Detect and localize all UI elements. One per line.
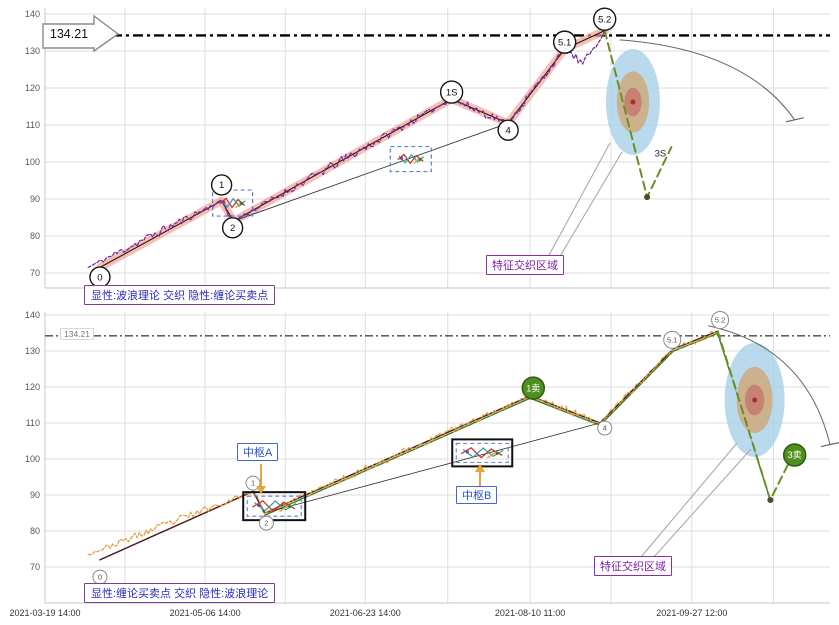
svg-text:2021-03-19 14:00: 2021-03-19 14:00: [9, 608, 80, 618]
svg-text:100: 100: [25, 454, 40, 464]
svg-text:3S: 3S: [655, 148, 667, 159]
svg-text:100: 100: [25, 157, 40, 167]
svg-text:5.2: 5.2: [715, 316, 725, 325]
svg-text:140: 140: [25, 9, 40, 19]
svg-text:2: 2: [264, 519, 268, 528]
svg-text:2021-06-23 14:00: 2021-06-23 14:00: [330, 608, 401, 618]
svg-text:90: 90: [30, 194, 40, 204]
svg-text:130: 130: [25, 46, 40, 56]
svg-text:70: 70: [30, 268, 40, 278]
svg-text:2021-05-06 14:00: 2021-05-06 14:00: [170, 608, 241, 618]
pivot-a-label[interactable]: 中枢A: [237, 443, 279, 461]
svg-text:90: 90: [30, 490, 40, 500]
svg-text:4: 4: [506, 125, 511, 136]
svg-text:1: 1: [251, 479, 255, 488]
svg-text:5.2: 5.2: [598, 14, 611, 25]
feature-zone-label-top[interactable]: 特征交织区域: [486, 255, 564, 275]
feature-zone-label-bottom[interactable]: 特征交织区域: [594, 556, 672, 576]
ref-price-label: 134.21: [60, 328, 94, 340]
svg-text:70: 70: [30, 562, 40, 572]
svg-text:2021-09-27 12:00: 2021-09-27 12:00: [656, 608, 727, 618]
svg-text:1S: 1S: [446, 87, 458, 98]
svg-text:80: 80: [30, 231, 40, 241]
svg-text:130: 130: [25, 346, 40, 356]
svg-text:5.1: 5.1: [558, 37, 571, 48]
svg-text:5.1: 5.1: [667, 335, 677, 344]
svg-text:110: 110: [26, 418, 40, 428]
svg-text:2021-08-10 11:00: 2021-08-10 11:00: [495, 608, 565, 618]
svg-text:120: 120: [25, 382, 40, 392]
svg-text:110: 110: [26, 120, 40, 130]
svg-text:120: 120: [25, 83, 40, 93]
svg-text:1卖: 1卖: [526, 383, 540, 393]
svg-text:0: 0: [98, 573, 102, 582]
pivot-b-label[interactable]: 中枢B: [456, 486, 498, 504]
svg-text:0: 0: [97, 272, 102, 283]
price-callout-label[interactable]: 134.21: [49, 27, 89, 41]
svg-text:1: 1: [219, 180, 224, 191]
svg-text:2: 2: [230, 223, 235, 234]
panel-legend-bottom[interactable]: 显性:缠论买卖点 交织 隐性:波浪理论: [84, 583, 276, 603]
svg-text:4: 4: [603, 424, 607, 433]
svg-text:80: 80: [30, 526, 40, 536]
svg-text:3卖: 3卖: [788, 450, 802, 460]
panel-legend-top[interactable]: 显性:波浪理论 交织 隐性:缠论买卖点: [84, 285, 276, 305]
svg-text:140: 140: [25, 310, 40, 320]
